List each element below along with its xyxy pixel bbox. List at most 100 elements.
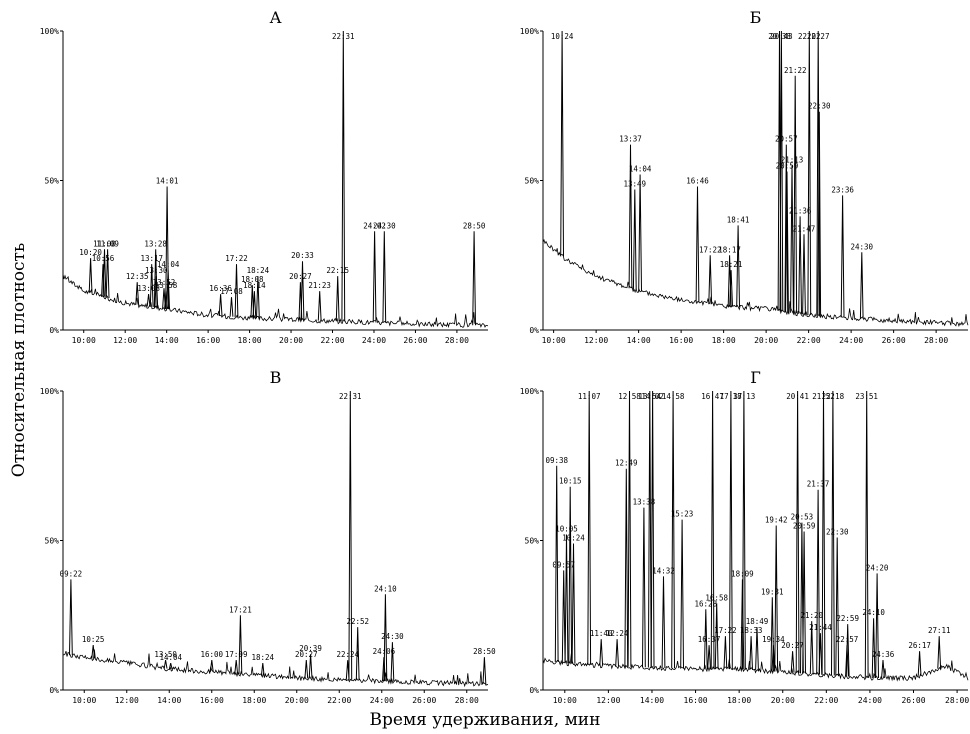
peak-line	[774, 525, 779, 672]
y-tick-label: 0%	[49, 326, 59, 335]
peak-line	[802, 234, 806, 315]
peak-line	[149, 264, 154, 307]
peak-line	[638, 174, 642, 292]
peak-label: 16:28	[695, 599, 718, 608]
peak-line	[871, 618, 876, 679]
peak-line	[937, 636, 942, 669]
peak-label: 20:59	[793, 522, 816, 531]
x-tick-label: 14:00	[155, 336, 179, 345]
peak-label: 20:53	[791, 513, 814, 522]
peak-label: 10:24	[562, 533, 585, 542]
x-tick-label: 16:00	[196, 336, 220, 345]
peak-label: 11:40	[590, 629, 613, 638]
peak-label: 18:14	[243, 281, 266, 290]
peak-label: 14:04	[159, 653, 182, 662]
peak-label: 24:30	[381, 632, 404, 641]
peak-line	[382, 231, 387, 323]
peak-label: 19:31	[761, 587, 784, 596]
peak-line	[650, 390, 655, 668]
chromatogram-panel-3: В 100% 50% 0% 10:00 12:00 14:00 16:00 18:00 20:00…	[40, 368, 496, 705]
peak-line	[816, 30, 821, 316]
peak-line	[798, 216, 802, 314]
peak-line	[671, 390, 675, 669]
peak-line	[383, 594, 388, 682]
peak-label: 20:43	[770, 32, 793, 41]
peak-label: 13:37	[619, 135, 642, 144]
y-axis-label: Относительная плотность	[9, 243, 29, 477]
peak-line	[102, 249, 107, 298]
peak-line	[355, 627, 360, 681]
peak-line	[571, 543, 576, 664]
peak-label: 18:33	[740, 626, 763, 635]
peak-line	[680, 519, 684, 669]
x-tick-label: 18:00	[712, 336, 736, 345]
peak-line	[560, 30, 564, 257]
peak-label: 24:06	[373, 647, 396, 656]
peak-label: 18:08	[241, 275, 264, 284]
peak-label: 18:17	[718, 245, 741, 254]
peak-label: 24:30	[850, 242, 873, 251]
y-tick-label: 100%	[520, 27, 539, 36]
x-tick-label: 16:00	[200, 696, 224, 705]
chromatogram-panel-4: Г 100% 50% 0% 10:00 12:00 14:00 16:00 18:00 20:00…	[520, 368, 970, 705]
peak-line	[816, 489, 820, 675]
peak-label: 14:02	[641, 392, 664, 401]
y-tick-label: 50%	[525, 537, 540, 546]
peak-line	[809, 621, 814, 675]
peak-line	[304, 660, 309, 679]
panel-title: Б	[750, 8, 762, 27]
peak-label: 13:30	[145, 266, 168, 275]
peak-label: 21:22	[784, 66, 807, 75]
peak-label: 16:46	[686, 176, 709, 185]
peak-label: 09:22	[60, 569, 83, 578]
x-tick-label: 28:00	[945, 696, 969, 705]
peak-line	[372, 231, 377, 323]
baseline-trace	[63, 649, 489, 688]
x-tick-label: 12:00	[596, 696, 620, 705]
peak-label: 18:41	[727, 215, 750, 224]
peak-line	[229, 297, 234, 317]
peak-line	[729, 390, 733, 670]
peak-label: 21:37	[807, 480, 830, 489]
peak-label: 24:10	[862, 608, 885, 617]
peak-line	[168, 662, 173, 670]
peak-label: 13:28	[144, 239, 167, 248]
peak-line	[707, 645, 711, 670]
peak-label: 10:20	[79, 248, 102, 257]
peak-label: 16:47	[701, 392, 724, 401]
peak-label: 20:33	[291, 251, 314, 260]
peak-label: 22:15	[326, 266, 349, 275]
peak-label: 20:27	[295, 650, 318, 659]
peak-line	[875, 573, 879, 679]
peak-line	[252, 291, 257, 319]
y-tick-label: 0%	[529, 686, 539, 695]
peak-line	[599, 639, 604, 666]
x-tick-label: 26:00	[412, 696, 436, 705]
y-tick-label: 50%	[45, 537, 60, 546]
panel-title: В	[270, 368, 282, 387]
peak-line	[135, 282, 140, 305]
peak-label: 10:56	[92, 254, 115, 263]
peak-line	[864, 390, 869, 678]
peak-label: 23:51	[855, 392, 878, 401]
peak-label: 10:05	[555, 525, 578, 534]
y-tick-label: 100%	[40, 27, 59, 36]
peak-label: 09:38	[545, 456, 568, 465]
peak-line	[472, 231, 476, 326]
y-tick-label: 0%	[529, 326, 539, 335]
peak-line	[163, 660, 168, 669]
baseline-trace	[62, 274, 489, 329]
peak-line	[101, 264, 105, 297]
peak-line	[807, 30, 812, 316]
peak-line	[615, 639, 619, 667]
peak-label: 17:22	[714, 626, 737, 635]
x-tick-label: 12:00	[115, 696, 139, 705]
peak-line	[154, 276, 159, 308]
peak-line	[749, 636, 753, 670]
peak-line	[88, 258, 93, 294]
peak-line	[260, 663, 265, 676]
peak-label: 18:24	[251, 653, 274, 662]
peak-line	[736, 225, 740, 308]
